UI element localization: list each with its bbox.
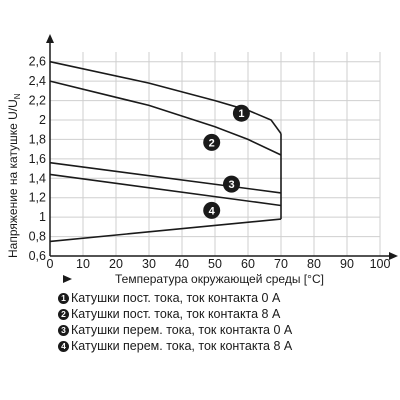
- y-tick-label: 1: [39, 210, 46, 224]
- series-line-2: [49, 80, 282, 156]
- legend-number-badge: 1: [58, 292, 69, 304]
- legend: 1 Катушки пост. тока, ток контакта 0 А 2 Ка…: [58, 290, 292, 354]
- series-marker-4: [203, 201, 221, 219]
- axes: [46, 34, 398, 283]
- x-label-arrow: [63, 275, 72, 283]
- series-line-5: [49, 218, 282, 243]
- y-axis-label-main: Напряжение на катушке U/U: [6, 99, 20, 258]
- y-tick-label: 1,8: [29, 132, 46, 146]
- y-tick-label: 2,2: [29, 94, 46, 108]
- series-marker-label-3: 3: [228, 179, 234, 191]
- series-markers: 1 2 3 4: [203, 104, 250, 219]
- series-marker-label-4: 4: [209, 205, 216, 217]
- x-tick-label: 40: [175, 257, 189, 271]
- y-tick-label: 0,6: [29, 249, 46, 263]
- y-tick-label: 0,8: [29, 230, 46, 244]
- y-tick-label: 2,6: [29, 55, 46, 69]
- x-tick-label: 80: [307, 257, 321, 271]
- legend-number-badge: 3: [58, 324, 69, 336]
- legend-item-3: 3 Катушки перем. тока, ток контакта 0 А: [58, 322, 292, 338]
- series-marker-1: [232, 104, 250, 122]
- legend-text: Катушки пост. тока, ток контакта 8 А: [71, 307, 281, 321]
- x-tick-label: 60: [241, 257, 255, 271]
- legend-item-1: 1 Катушки пост. тока, ток контакта 0 А: [58, 290, 292, 306]
- x-tick-label: 90: [340, 257, 354, 271]
- legend-text: Катушки перем. тока, ток контакта 0 А: [71, 323, 293, 337]
- x-tick-label: 30: [142, 257, 156, 271]
- y-axis-label-subscript: N: [13, 93, 22, 99]
- legend-number-badge: 4: [58, 340, 69, 352]
- legend-item-2: 2 Катушки пост. тока, ток контакта 8 А: [58, 306, 292, 322]
- series-marker-label-2: 2: [209, 137, 215, 149]
- y-tick-label: 1,4: [29, 171, 46, 185]
- legend-text: Катушки перем. тока, ток контакта 8 А: [71, 339, 293, 353]
- legend-text: Катушки пост. тока, ток контакта 0 А: [71, 291, 281, 305]
- x-tick-label: 70: [274, 257, 288, 271]
- x-tick-label: 0: [47, 257, 54, 271]
- y-tick-label: 2: [39, 113, 46, 127]
- series-marker-2: [203, 133, 221, 151]
- series-line-1: [49, 60, 282, 135]
- y-axis-arrow: [46, 34, 54, 43]
- x-tick-label: 20: [109, 257, 123, 271]
- x-axis-label: Температура окружающей среды [°C]: [115, 272, 324, 286]
- y-tick-label: 1,6: [29, 152, 46, 166]
- x-axis-arrow: [389, 252, 398, 260]
- legend-item-4: 4 Катушки перем. тока, ток контакта 8 А: [58, 338, 292, 354]
- y-axis-label: Напряжение на катушке U/UN: [6, 93, 22, 258]
- y-tick-label: 2,4: [29, 74, 46, 88]
- x-tick-label: 100: [370, 257, 391, 271]
- y-tick-label: 1,2: [29, 191, 46, 205]
- series-lines: [49, 60, 282, 243]
- tick-labels: 0 10 20 30 40 50 60 70 80 90 100 0,6 0,8 1 1,2 1,4 1,6 1,…: [29, 55, 391, 271]
- x-tick-label: 50: [208, 257, 222, 271]
- legend-number-badge: 2: [58, 308, 69, 320]
- series-line-4: [49, 173, 282, 207]
- series-line-3: [49, 161, 282, 194]
- x-tick-label: 10: [76, 257, 90, 271]
- series-marker-3: [223, 175, 240, 193]
- series-marker-label-1: 1: [238, 108, 244, 120]
